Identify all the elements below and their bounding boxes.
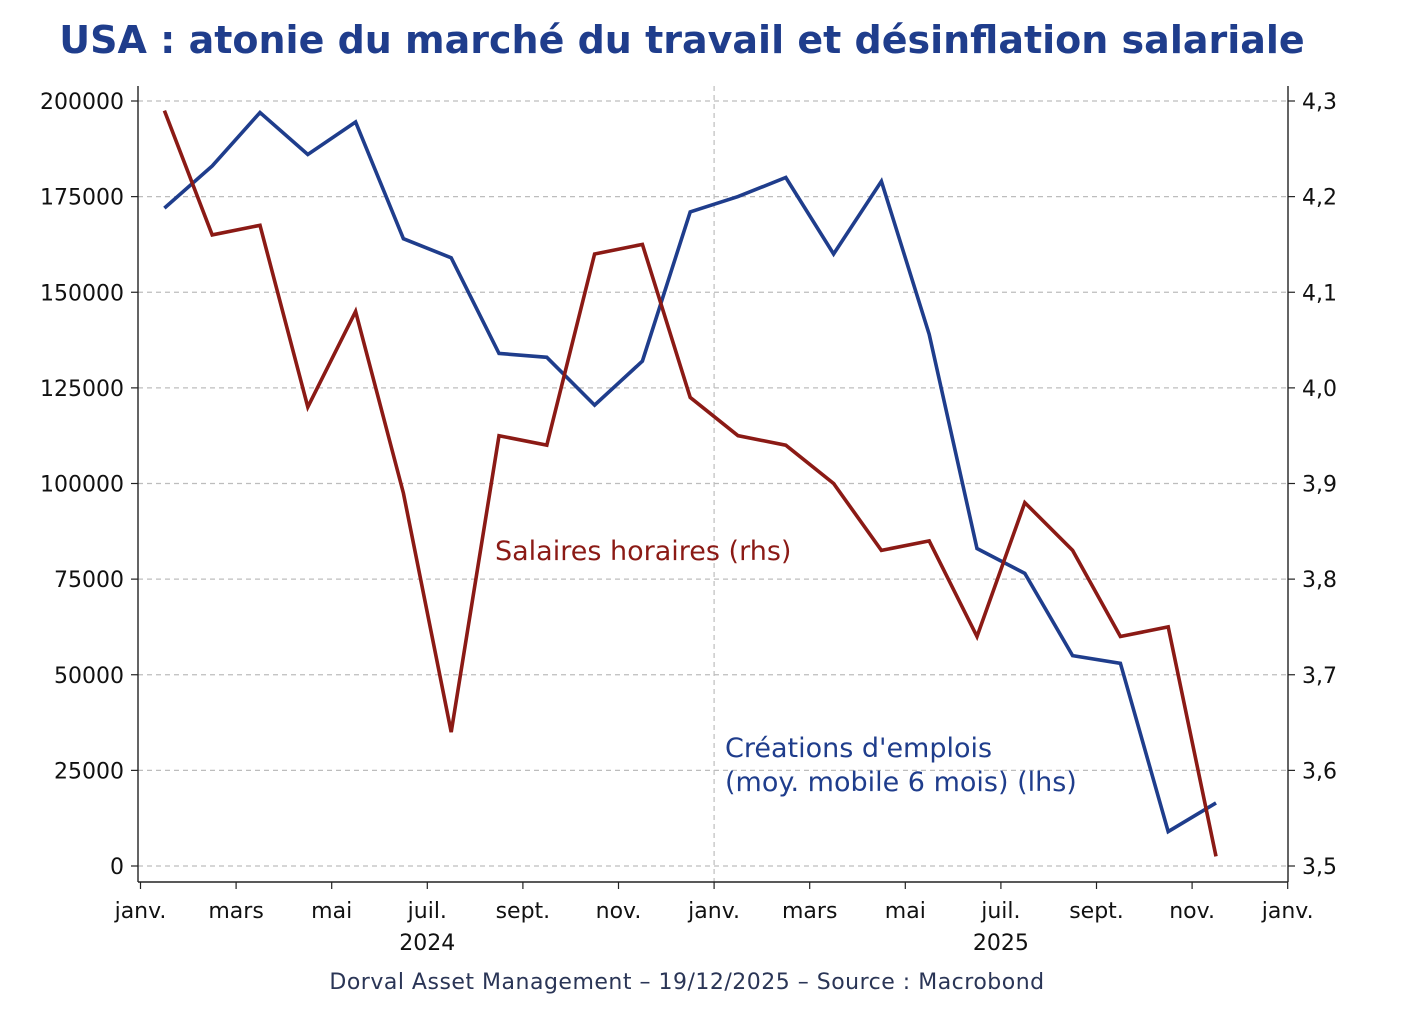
x-tick-label: mai (311, 899, 352, 924)
x-year-label: 2024 (399, 931, 455, 956)
left-y-tick-label: 150000 (40, 281, 124, 306)
left-y-tick-label: 50000 (54, 664, 124, 689)
x-year-label: 2025 (973, 931, 1029, 956)
x-tick-label: mai (885, 899, 926, 924)
right-y-tick-label: 4,0 (1302, 377, 1337, 402)
x-axis-labels: janv. mars mai juil. sept. nov. janv. mars mai ju… (114, 899, 1314, 956)
right-y-tick-label: 3,7 (1302, 664, 1337, 689)
right-y-tick-label: 4,2 (1302, 186, 1337, 211)
series-lines (162, 109, 1218, 857)
jobs-annotation-line1: Créations d'emplois (725, 733, 992, 764)
left-y-axis-labels: 0 25000 50000 75000 100000 125000 150000 175000… (40, 90, 124, 880)
right-y-tick-label: 3,6 (1302, 759, 1337, 784)
x-tick-label: mars (208, 899, 263, 924)
right-y-tick-label: 4,1 (1302, 281, 1337, 306)
left-y-tick-label: 0 (110, 855, 124, 880)
x-tick-label: juil. (407, 899, 447, 924)
footer-source: Dorval Asset Management – 19/12/2025 – S… (329, 970, 1045, 995)
left-y-tick-label: 25000 (54, 759, 124, 784)
x-tick-label: juil. (980, 899, 1020, 924)
left-y-tick-label: 75000 (54, 568, 124, 593)
right-y-tick-label: 4,3 (1302, 90, 1337, 115)
wages-series-line (162, 109, 1218, 857)
chart-title: USA : atonie du marché du travail et dés… (59, 18, 1305, 62)
x-tick-label: janv. (687, 899, 740, 924)
right-y-tick-label: 3,5 (1302, 855, 1337, 880)
x-tick-label: sept. (1069, 899, 1124, 924)
x-tick-label: janv. (114, 899, 167, 924)
x-tick-label: nov. (596, 899, 642, 924)
left-y-tick-label: 200000 (40, 90, 124, 115)
left-y-tick-label: 125000 (40, 377, 124, 402)
jobs-series-line (163, 109, 1217, 835)
left-y-tick-label: 100000 (40, 473, 124, 498)
x-tick-label: nov. (1169, 899, 1215, 924)
x-tick-label: mars (782, 899, 837, 924)
right-y-axis-labels: 3,5 3,6 3,7 3,8 3,9 4,0 4,1 4,2 4,3 (1302, 90, 1337, 880)
x-tick-label: janv. (1261, 899, 1314, 924)
wages-annotation: Salaires horaires (rhs) (495, 536, 791, 567)
left-y-tick-label: 175000 (40, 186, 124, 211)
x-tick-label: sept. (496, 899, 551, 924)
right-y-tick-label: 3,9 (1302, 473, 1337, 498)
jobs-annotation-line2: (moy. mobile 6 mois) (lhs) (725, 767, 1077, 798)
axes (131, 86, 1295, 889)
gridlines (138, 86, 1288, 882)
right-y-tick-label: 3,8 (1302, 568, 1337, 593)
